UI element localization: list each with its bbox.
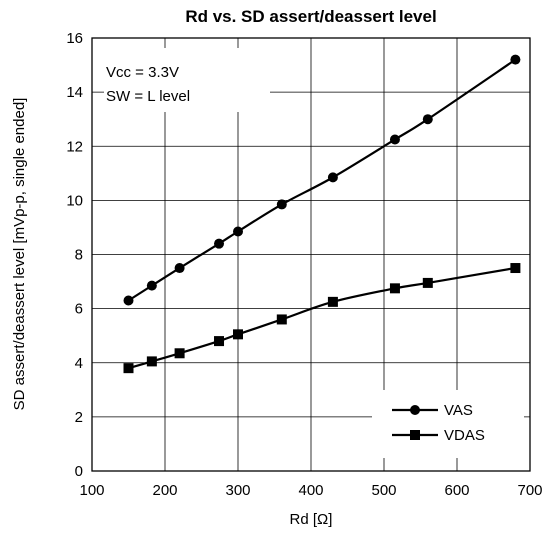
grid — [91, 37, 531, 472]
data-point-vdas — [146, 356, 157, 367]
y-tick-label: 4 — [75, 355, 83, 372]
y-tick-label: 12 — [66, 138, 83, 155]
data-point-vdas — [123, 363, 134, 374]
legend-label-vas: VAS — [444, 402, 473, 419]
x-tick-label: 300 — [225, 482, 250, 499]
data-point-vas — [146, 280, 157, 291]
data-point-vdas — [389, 283, 400, 294]
data-point-vas — [214, 238, 225, 249]
data-point-vdas — [174, 348, 185, 359]
data-point-vas — [123, 295, 134, 306]
data-point-vas — [276, 199, 287, 210]
data-point-vas — [510, 54, 521, 65]
series-line-vdas — [128, 266, 516, 370]
data-point-vdas — [276, 314, 287, 325]
legend-background — [372, 390, 524, 458]
y-tick-label: 14 — [66, 84, 83, 101]
annotation-sw: SW = L level — [106, 88, 190, 105]
legend-item-vdas: VDAS — [392, 427, 485, 444]
annotation-box — [104, 48, 270, 112]
y-axis-title: SD assert/deassert level [mVp-p, single … — [11, 98, 28, 411]
x-tick-label: 600 — [444, 482, 469, 499]
y-tick-label: 16 — [66, 30, 83, 47]
y-tick-label: 10 — [66, 192, 83, 209]
legend-label-vdas: VDAS — [444, 427, 485, 444]
y-tick-label: 2 — [75, 409, 83, 426]
x-tick-label: 200 — [152, 482, 177, 499]
x-axis-title: Rd [Ω] — [290, 511, 333, 528]
data-point-vas — [422, 114, 433, 125]
data-point-vas — [174, 263, 185, 274]
legend-marker-vas — [410, 405, 420, 415]
data-point-vas — [389, 134, 400, 145]
data-point-vas — [327, 172, 338, 183]
tick-labels: 100 200 300 400 500 600 700 0 2 4 6 8 10 12 14 16 — [66, 30, 542, 499]
y-tick-label: 6 — [75, 301, 83, 318]
series-vas — [123, 54, 521, 306]
legend-item-vas: VAS — [392, 402, 473, 419]
legend-marker-vdas — [410, 430, 420, 440]
x-tick-label: 700 — [517, 482, 542, 499]
chart-title: Rd vs. SD assert/deassert level — [185, 7, 436, 26]
data-point-vdas — [233, 329, 243, 340]
data-series — [123, 54, 521, 374]
data-point-vdas — [422, 277, 433, 288]
series-line-vas — [127, 58, 517, 302]
y-tick-label: 8 — [75, 247, 83, 264]
data-point-vas — [233, 226, 243, 237]
annotation-vcc: Vcc = 3.3V — [106, 64, 179, 81]
series-vdas — [123, 263, 521, 374]
plot-frame — [91, 37, 531, 472]
x-tick-label: 100 — [79, 482, 104, 499]
x-tick-label: 500 — [371, 482, 396, 499]
data-point-vdas — [214, 336, 225, 347]
x-tick-label: 400 — [298, 482, 323, 499]
legend: VAS VDAS — [372, 390, 524, 458]
data-point-vdas — [327, 296, 338, 307]
data-point-vdas — [510, 263, 521, 274]
y-tick-label: 0 — [75, 463, 83, 480]
